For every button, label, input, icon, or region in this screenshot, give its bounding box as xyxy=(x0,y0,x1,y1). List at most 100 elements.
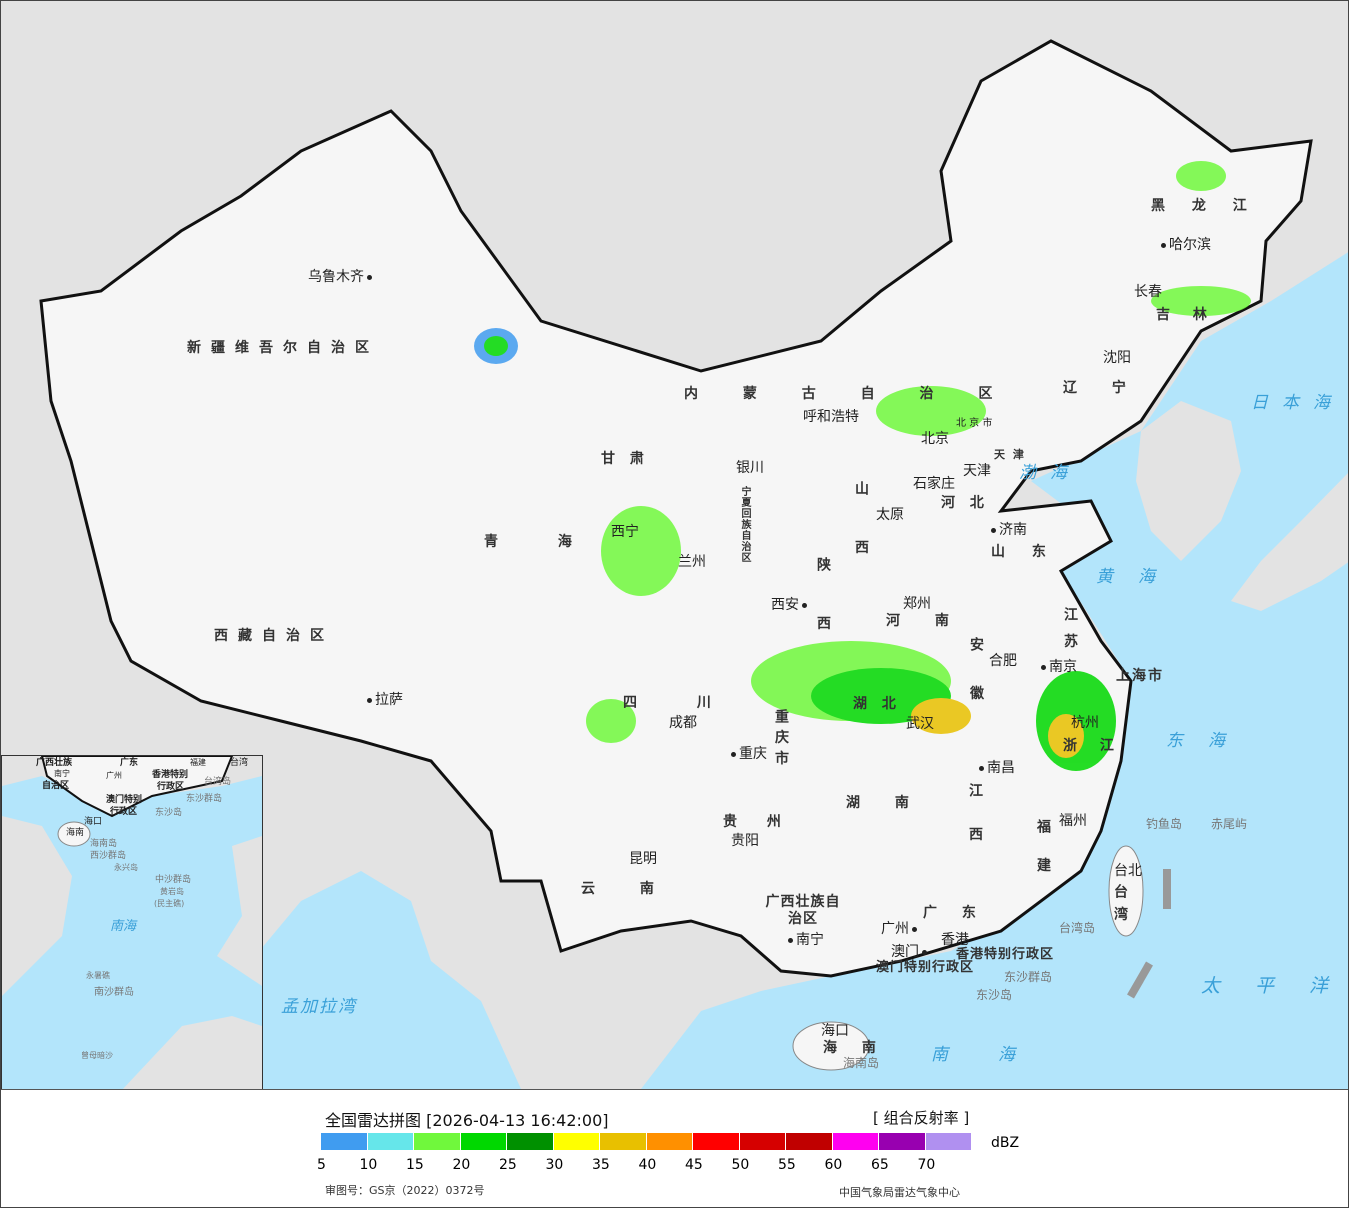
scale-tick-label: 40 xyxy=(638,1157,657,1173)
scale-swatch xyxy=(832,1133,879,1150)
island-label: 钓鱼岛 xyxy=(1146,817,1183,831)
city-label: 贵阳 xyxy=(731,833,759,849)
scale-swatch xyxy=(693,1133,740,1150)
product-label: [ 组合反射率 ] xyxy=(873,1109,970,1127)
province-label: 海 南 xyxy=(823,1040,876,1056)
island-label: 海南岛 xyxy=(843,1056,880,1070)
province-label: 香港特别行政区 xyxy=(956,947,1055,962)
scale-tick-label: 15 xyxy=(406,1157,424,1173)
province-label: 河 北 xyxy=(941,495,984,511)
province-label: 辽 宁 xyxy=(1063,380,1126,396)
province-label: 山 东 xyxy=(991,544,1046,560)
inset-label: 行政区 xyxy=(110,807,138,817)
city-label: 长春 xyxy=(1134,284,1162,300)
city-label: 天津 xyxy=(963,463,991,479)
province-label: 台 湾 xyxy=(1112,884,1128,921)
radar-echoes xyxy=(474,161,1251,771)
province-label: 宁夏回族自治区 xyxy=(739,486,750,563)
province-label: 江 苏 xyxy=(1062,607,1078,648)
organization-label: 中国气象局雷达气象中心 xyxy=(839,1186,960,1199)
city-label: 台北 xyxy=(1114,863,1142,879)
echo xyxy=(876,386,986,436)
inset-label: 广州 xyxy=(106,771,122,780)
inset-label: 南海 xyxy=(110,919,137,934)
sea-label: 东海 xyxy=(1166,731,1250,751)
sea-label: 黄海 xyxy=(1096,567,1180,587)
city-label: 香港 xyxy=(941,932,969,948)
japan-land xyxy=(1231,473,1348,611)
city-label: 南宁 xyxy=(788,933,824,947)
inset-china xyxy=(40,756,234,818)
inset-label: 南宁 xyxy=(54,769,70,778)
province-label: 重 庆 市 xyxy=(773,709,789,765)
city-label: 石家庄 xyxy=(913,476,955,492)
inset-label: 中沙群岛 xyxy=(155,875,192,885)
scale-tick-label: 30 xyxy=(545,1157,564,1173)
legend-panel: 全国雷达拼图 [2026-04-13 16:42:00] [ 组合反射率 ] d… xyxy=(1,1089,1348,1207)
inset-label: 海口 xyxy=(84,817,103,827)
island-label: 赤尾屿 xyxy=(1211,817,1248,831)
inset-label: 永兴岛 xyxy=(114,863,138,872)
city-label: 重庆 xyxy=(731,747,767,761)
color-scale-bar xyxy=(321,1133,972,1150)
echo xyxy=(1176,161,1226,191)
province-label: 上海市 xyxy=(1116,668,1164,684)
scale-tick-label: 45 xyxy=(685,1157,703,1173)
taiwan-island xyxy=(1108,845,1144,937)
island-label: 东沙群岛 xyxy=(1004,970,1053,984)
scale-swatch xyxy=(367,1133,414,1150)
scale-swatch xyxy=(646,1133,693,1150)
city-label: 南京 xyxy=(1041,660,1077,674)
inset-label: 澳门特别 xyxy=(106,795,143,805)
city-label: 哈尔滨 xyxy=(1161,238,1211,252)
province-label: 天 津 xyxy=(994,448,1024,461)
inset-label: 广西壮族 xyxy=(36,758,73,768)
province-label: 贵 州 xyxy=(723,814,781,830)
scale-tick-label: 25 xyxy=(499,1157,517,1173)
city-label: 北京 xyxy=(921,431,949,447)
inset-philippines xyxy=(217,836,262,986)
city-label: 呼和浩特 xyxy=(803,409,859,425)
city-label: 合肥 xyxy=(989,653,1017,669)
city-label: 澳门 xyxy=(891,945,927,959)
island-label: 东沙岛 xyxy=(976,988,1013,1002)
city-label: 杭州 xyxy=(1071,715,1099,731)
scale-swatch xyxy=(739,1133,786,1150)
city-label: 海口 xyxy=(821,1023,849,1039)
city-label: 昆明 xyxy=(629,851,657,867)
province-label: 甘 肃 xyxy=(601,451,644,467)
province-label: 浙 江 xyxy=(1063,738,1114,754)
province-label: 黑 龙 江 xyxy=(1151,198,1247,214)
inset-label: 东沙岛 xyxy=(155,808,183,818)
inset-label: 海南 xyxy=(66,828,85,838)
inset-label: 自治区 xyxy=(42,781,70,791)
inset-label: 香港特别 xyxy=(152,770,189,780)
inset-label: 西沙群岛 xyxy=(90,851,127,861)
island-label: 台湾岛 xyxy=(1059,921,1096,935)
inset-label: 台湾 xyxy=(230,758,249,768)
unit-label: dBZ xyxy=(991,1135,1020,1151)
province-label: 内 蒙 古 自 治 区 xyxy=(684,386,993,402)
scale-tick-label: 60 xyxy=(824,1157,843,1173)
province-label: 广 东 xyxy=(923,905,976,921)
province-label: 澳门特别行政区 xyxy=(876,960,975,975)
inset-label: 南沙群岛 xyxy=(94,987,134,998)
scale-swatch xyxy=(414,1133,461,1150)
province-label: 西藏自治区 xyxy=(214,628,334,644)
province-label: 云 南 xyxy=(581,881,654,897)
scale-tick-label: 5 xyxy=(317,1157,326,1173)
province-label: 湖 南 xyxy=(846,795,909,811)
sea-label: 太平洋 xyxy=(1201,975,1349,997)
city-label: 乌鲁木齐 xyxy=(308,270,372,284)
inset-indochina xyxy=(2,816,72,996)
province-label: 北 京 市 xyxy=(956,418,993,429)
inset-label: 永暑礁 xyxy=(86,971,110,980)
city-label: 南昌 xyxy=(979,761,1015,775)
south-china-sea-inset: 广西壮族 自治区 南宁 广东 广州 福建 台湾 香港特别 行政区 澳门特别 行政… xyxy=(1,755,263,1091)
city-label: 银川 xyxy=(736,460,764,476)
province-label: 安 徽 xyxy=(968,637,984,700)
echo xyxy=(1151,286,1251,316)
scale-tick-label: 10 xyxy=(359,1157,378,1173)
boundary-marker xyxy=(1127,961,1153,999)
